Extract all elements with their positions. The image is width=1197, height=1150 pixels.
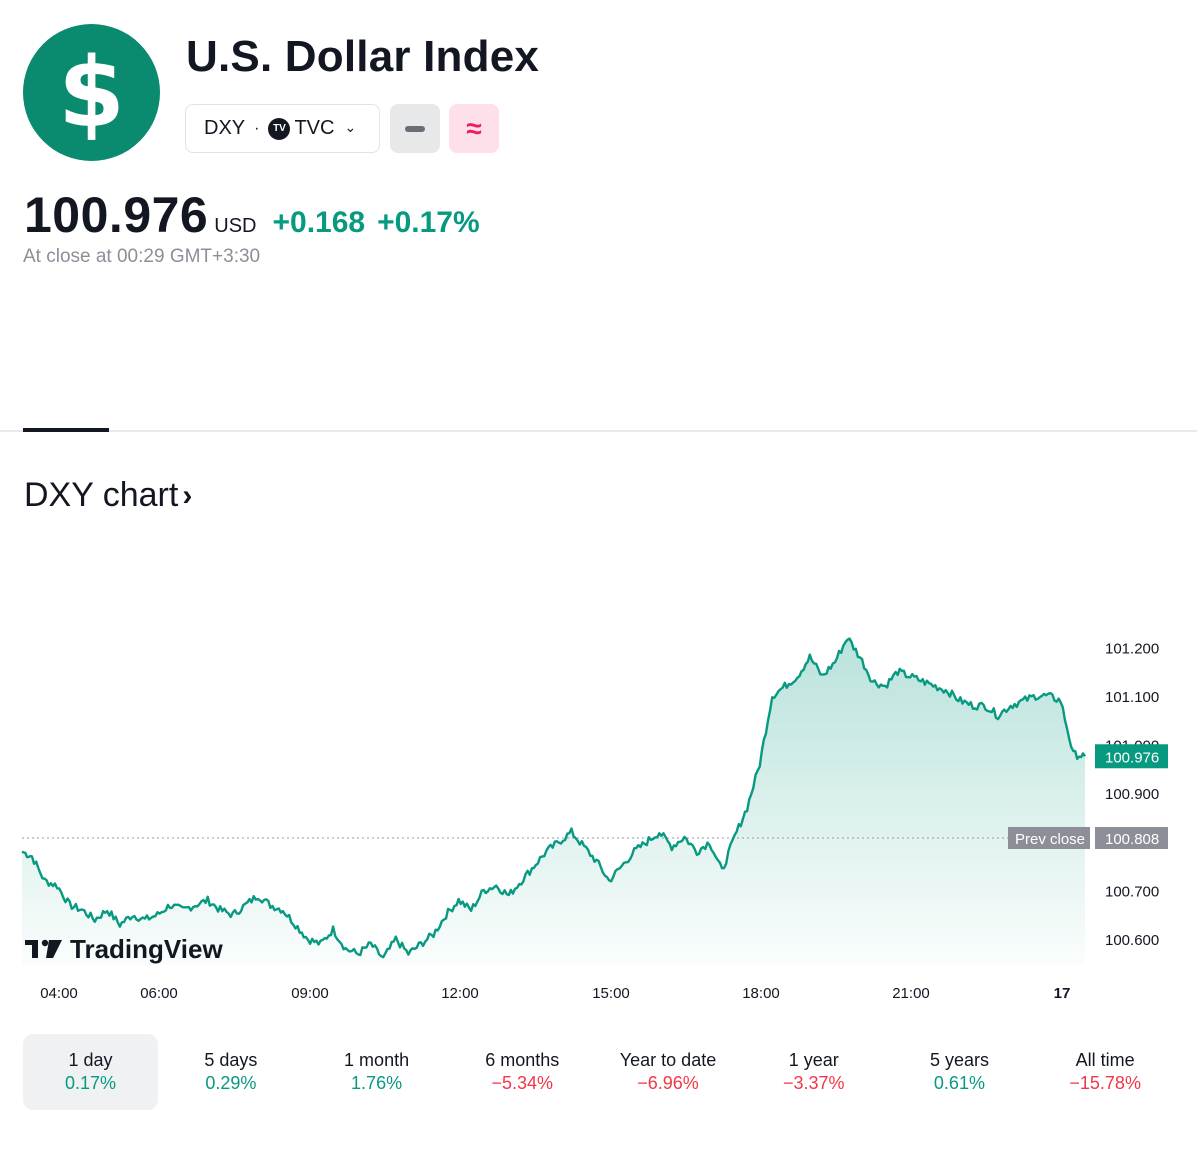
symbol-selector[interactable]: DXY · TV TVC ⌄	[185, 104, 380, 153]
range-selector: 1 day 0.17% 5 days 0.29% 1 month 1.76% 6 month…	[23, 1034, 1178, 1110]
price-change-percent: +0.17%	[377, 206, 480, 239]
y-tick-label: 100.900	[1105, 786, 1159, 803]
range-label: 1 year	[788, 1050, 839, 1070]
range-change: −5.34%	[491, 1073, 554, 1093]
y-tick-label: 100.700	[1105, 884, 1159, 901]
range-button[interactable]: 5 years 0.61%	[887, 1034, 1033, 1110]
range-button[interactable]: 1 year −3.37%	[741, 1034, 887, 1110]
exchange-label: TVC	[294, 117, 335, 139]
range-button[interactable]: Year to date −6.96%	[595, 1034, 741, 1110]
last-price: 100.976	[24, 187, 209, 243]
range-label: 5 years	[929, 1050, 989, 1070]
range-label: 1 month	[344, 1050, 410, 1070]
y-tick-label: 101.200	[1105, 640, 1159, 657]
range-change: 0.61%	[933, 1073, 985, 1093]
range-change: 0.17%	[64, 1073, 117, 1093]
approx-icon: ≈	[466, 112, 482, 144]
tradingview-watermark: TradingView	[25, 934, 223, 964]
chart-heading-text: DXY chart	[24, 476, 179, 514]
last-price-tag-text: 100.976	[1105, 749, 1159, 766]
tradingview-badge-icon: TV	[268, 117, 291, 140]
price-line	[21, 637, 1086, 959]
page-title: U.S. Dollar Index	[186, 32, 540, 81]
x-tick-label: 17	[1054, 985, 1071, 1002]
price-area	[22, 638, 1085, 965]
range-label: 6 months	[485, 1050, 560, 1070]
symbol-label: DXY	[204, 117, 246, 139]
logo-symbol: $	[58, 36, 125, 149]
range-change: −3.37%	[782, 1073, 845, 1093]
prev-close-value-bg	[1095, 827, 1168, 849]
chart-heading-link[interactable]: DXY chart ›	[24, 476, 192, 515]
range-label: All time	[1075, 1050, 1135, 1070]
range-button[interactable]: 1 month 1.76%	[304, 1034, 450, 1110]
x-tick-label: 15:00	[592, 985, 630, 1002]
range-label: Year to date	[619, 1050, 717, 1070]
price-chart[interactable]: 101.200101.100101.000100.900100.700100.6…	[0, 600, 1197, 1010]
range-button[interactable]: 1 day 0.17%	[23, 1034, 158, 1110]
x-tick-label: 12:00	[441, 985, 479, 1002]
minus-button[interactable]	[390, 104, 440, 153]
range-label: 1 day	[68, 1050, 113, 1070]
prev-close-value: 100.808	[1105, 831, 1159, 848]
active-tab-indicator[interactable]	[23, 428, 109, 432]
range-button[interactable]: All time −15.78%	[1032, 1034, 1178, 1110]
last-price-tag	[1095, 744, 1168, 769]
market-close-note: At close at 00:29 GMT+3:30	[23, 246, 261, 267]
y-tick-label: 101.100	[1105, 689, 1159, 706]
x-tick-label: 09:00	[291, 985, 329, 1002]
range-change: −6.96%	[637, 1073, 699, 1093]
x-tick-label: 21:00	[892, 985, 930, 1002]
prev-close-label: Prev close	[1015, 831, 1085, 848]
currency: USD	[214, 215, 257, 237]
range-button[interactable]: 6 months −5.34%	[449, 1034, 595, 1110]
dollar-logo: $	[23, 24, 160, 161]
approx-button[interactable]: ≈	[449, 104, 499, 153]
prev-close-label-bg	[1008, 827, 1090, 849]
price-change: +0.168	[272, 206, 366, 239]
y-tick-label: 100.600	[1105, 932, 1159, 949]
range-change: 0.29%	[205, 1073, 257, 1093]
separator-dot: ·	[254, 119, 260, 137]
tab-divider	[0, 430, 1197, 432]
x-tick-label: 06:00	[140, 985, 178, 1002]
chevron-right-icon: ›	[182, 478, 193, 512]
chevron-down-icon: ⌄	[344, 119, 357, 135]
range-change: −15.78%	[1069, 1073, 1141, 1093]
x-tick-label: 04:00	[40, 985, 78, 1002]
x-tick-label: 18:00	[742, 985, 780, 1002]
watermark-text: TradingView	[70, 934, 223, 964]
minus-icon	[405, 125, 425, 132]
tradingview-logo-icon	[25, 939, 62, 958]
price-row: 100.976 USD +0.168 +0.17%	[24, 186, 480, 244]
range-button[interactable]: 5 days 0.29%	[158, 1034, 304, 1110]
range-label: 5 days	[204, 1050, 258, 1070]
range-change: 1.76%	[351, 1073, 403, 1093]
